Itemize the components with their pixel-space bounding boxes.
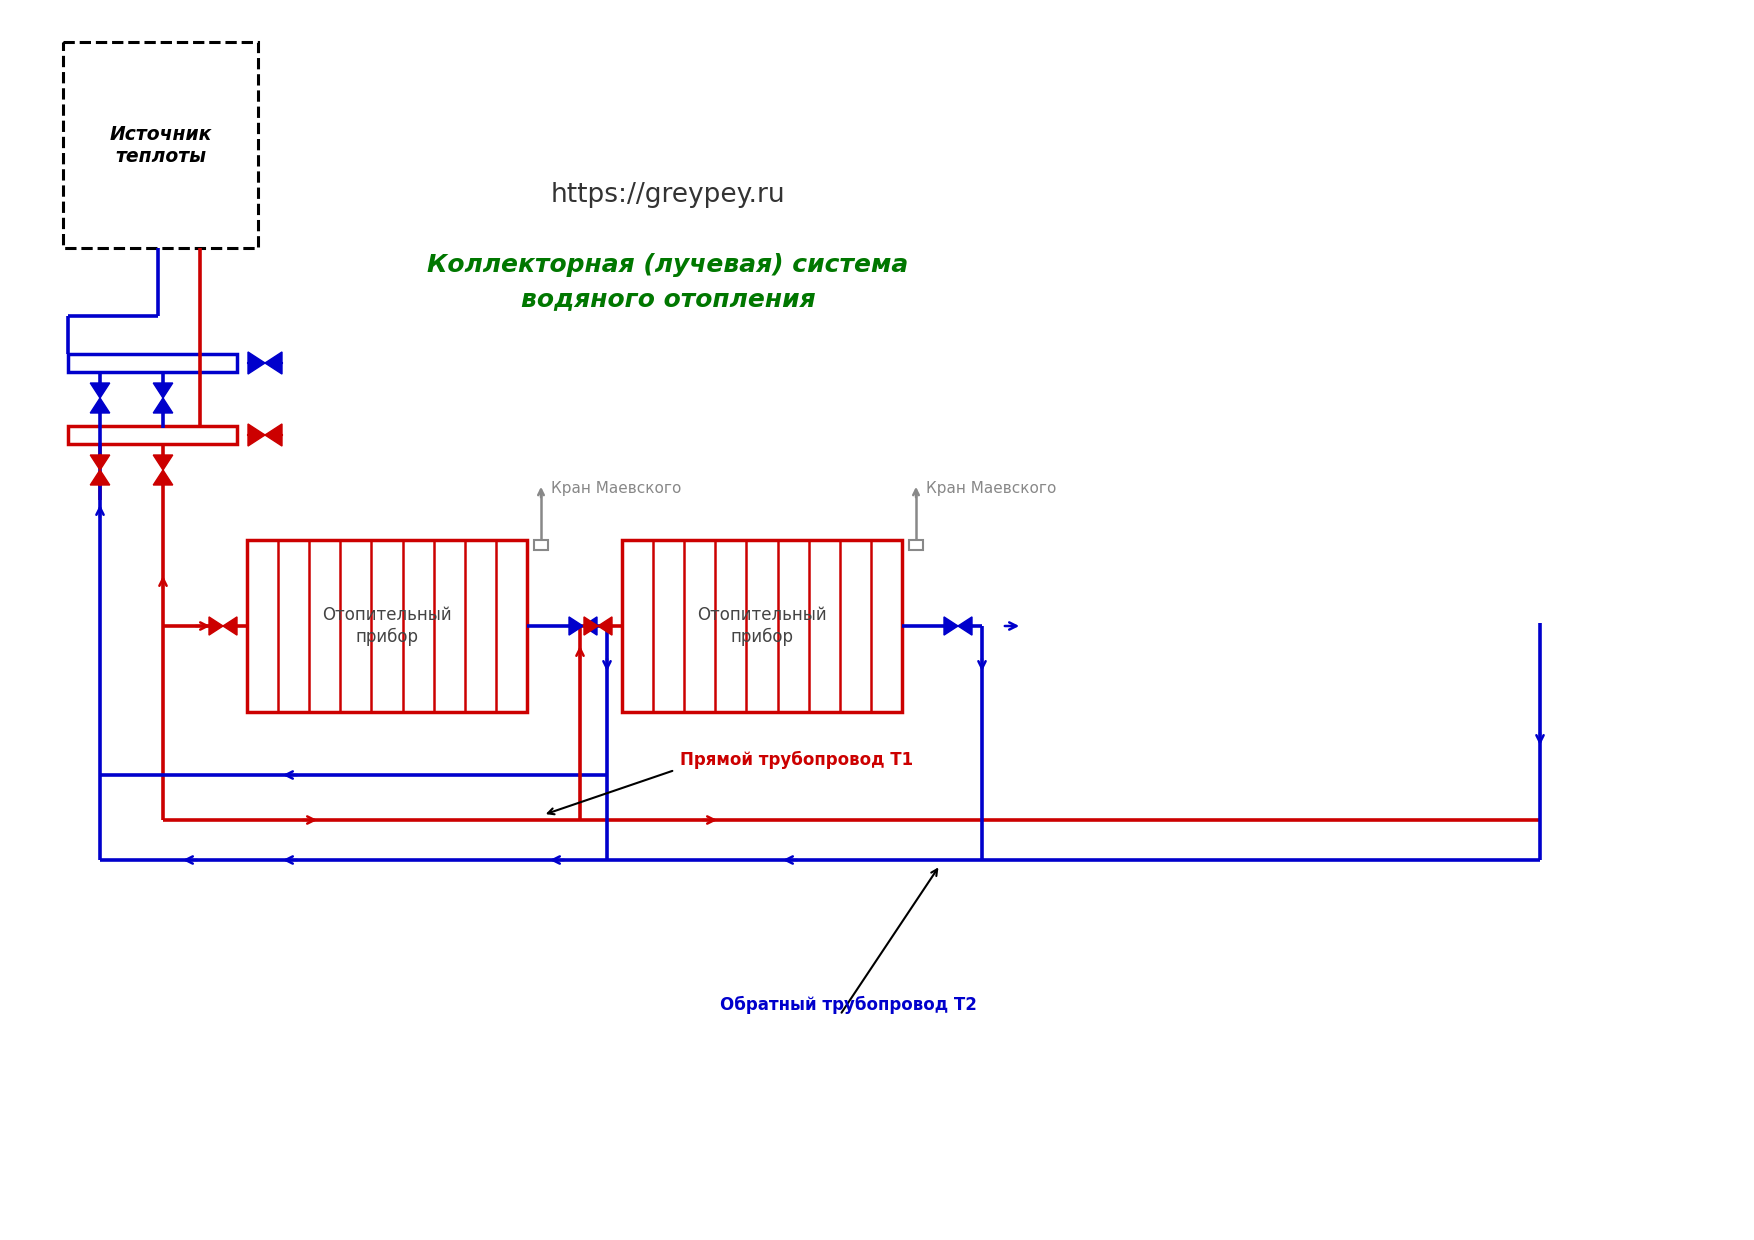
Polygon shape [153,455,172,470]
Text: Обратный трубопровод Т2: Обратный трубопровод Т2 [719,996,977,1014]
Text: Отопительный
прибор: Отопительный прибор [696,606,826,646]
Polygon shape [153,398,172,413]
Text: Источник
теплоты: Источник теплоты [109,124,212,165]
Polygon shape [568,616,582,635]
Polygon shape [89,455,111,470]
Polygon shape [582,616,596,635]
Polygon shape [223,616,237,635]
Bar [68,427,237,444]
Polygon shape [265,424,282,446]
Polygon shape [598,616,612,635]
Text: https://greypey.ru: https://greypey.ru [551,182,786,208]
Text: Отопительный
прибор: Отопительный прибор [323,606,453,646]
Polygon shape [153,383,172,398]
Text: Кран Маевского: Кран Маевского [551,480,681,496]
Bar [623,539,902,712]
Polygon shape [209,616,223,635]
Polygon shape [584,616,598,635]
Bar [909,539,923,551]
Text: Прямой трубопровод Т1: Прямой трубопровод Т1 [681,751,914,769]
Polygon shape [958,616,972,635]
Bar [247,539,526,712]
Polygon shape [89,470,111,485]
Polygon shape [89,383,111,398]
Polygon shape [265,352,282,374]
Polygon shape [944,616,958,635]
Polygon shape [89,398,111,413]
Polygon shape [247,352,265,374]
Bar [533,539,547,551]
Polygon shape [247,424,265,446]
Bar [68,353,237,372]
Text: Коллекторная (лучевая) система
водяного отопления: Коллекторная (лучевая) система водяного … [428,253,909,311]
Polygon shape [153,470,172,485]
Text: Кран Маевского: Кран Маевского [926,480,1056,496]
